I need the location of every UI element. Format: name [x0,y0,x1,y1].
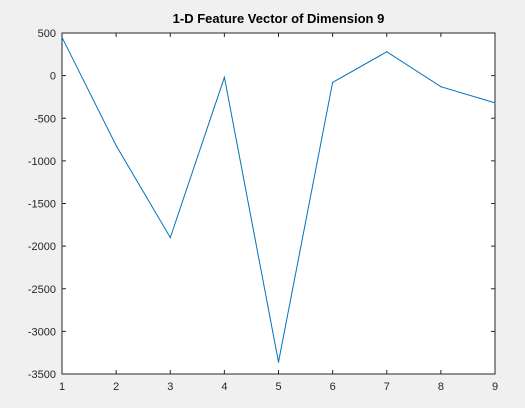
x-tick-label: 2 [113,381,119,393]
x-tick-label: 6 [330,381,336,393]
y-tick-label: -3500 [28,369,56,381]
data-point [277,361,280,363]
x-tick-label: 8 [438,381,444,393]
x-tick-label: 3 [167,381,173,393]
y-tick-label: -500 [34,113,56,125]
tick-marks [61,32,496,375]
x-tick-label: 1 [59,381,65,393]
y-tick-label: -1000 [28,156,56,168]
chart-title: 1-D Feature Vector of Dimension 9 [173,11,385,26]
y-tick-label: -2500 [28,284,56,296]
x-tick-label: 4 [221,381,227,393]
y-tick-label: -3000 [28,326,56,338]
y-tick-label: -2000 [28,241,56,253]
tick-labels: 1 2 3 4 5 6 7 8 9 500 0 -500 -1000 -1500 -2000 -2500 -30… [28,28,498,393]
data-point [61,36,63,38]
y-tick-label: 0 [50,71,56,83]
y-tick-label: -1500 [28,199,56,211]
data-point [169,237,171,239]
x-tick-label: 9 [492,381,498,393]
data-point [223,76,225,78]
data-point [115,144,117,147]
data-point [332,81,334,84]
data-point [494,102,496,104]
plot-area [61,32,496,375]
data-point [386,51,388,53]
x-tick-label: 5 [275,381,281,393]
x-tick-label: 7 [384,381,390,393]
y-tick-label: 500 [38,28,56,40]
data-point [440,86,442,88]
data-points [61,36,496,363]
